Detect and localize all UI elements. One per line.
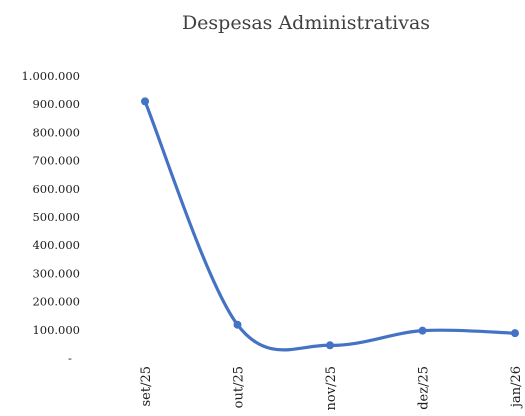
y-tick-label: 400.000	[32, 238, 80, 252]
data-point	[326, 341, 334, 350]
series-line	[143, 99, 517, 352]
data-point	[141, 97, 149, 106]
data-point	[233, 320, 242, 329]
y-tick-label: 700.000	[32, 154, 80, 168]
chart-title: Despesas Administrativas	[182, 12, 430, 34]
y-axis: 1.000.000 900.000 800.000 700.000 600.000 500…	[21, 69, 80, 365]
y-tick-label: 900.000	[32, 97, 80, 111]
y-tick-label: 1.000.000	[21, 69, 80, 83]
y-tick-label: 800.000	[32, 125, 80, 139]
y-tick-label: 500.000	[32, 210, 80, 224]
x-tick-label: dez/25	[417, 366, 432, 410]
y-tick-label: 100.000	[32, 323, 80, 337]
y-tick-label: -	[68, 351, 72, 365]
x-tick-label: nov/25	[324, 366, 339, 410]
y-tick-label: 600.000	[32, 182, 80, 196]
data-point	[511, 329, 519, 338]
plot-area	[141, 97, 519, 352]
y-tick-label: 300.000	[32, 266, 80, 280]
x-tick-label: out/25	[232, 366, 247, 408]
x-axis: set/25 out/25 nov/25 dez/25 jan/26	[139, 366, 524, 410]
data-point	[418, 326, 427, 335]
x-tick-label: jan/26	[509, 366, 524, 409]
x-tick-label: set/25	[139, 366, 154, 407]
y-tick-label: 200.000	[32, 295, 80, 309]
